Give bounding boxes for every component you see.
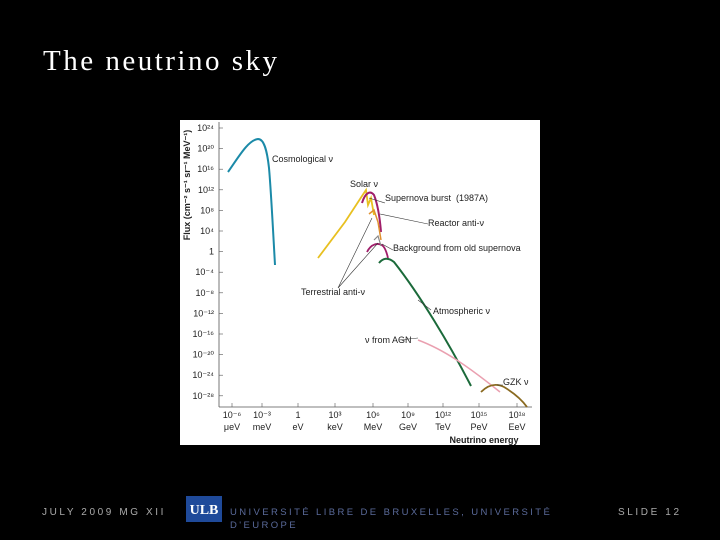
annotation: Supernova burst [385,193,452,203]
y-tick-label: 10²⁴ [197,123,214,133]
x-tick-unit: PeV [470,422,487,432]
x-tick-label: 10⁻⁶ [223,410,242,420]
x-tick-label: 10³ [328,410,341,420]
y-tick-label: 10¹² [198,185,214,195]
logo-box [186,496,222,522]
x-tick-label: 10¹⁵ [471,410,488,420]
slide-number: SLIDE 12 [618,507,682,518]
x-tick-label: 10¹⁸ [509,410,526,420]
annotation: Solar ν [350,179,379,189]
y-tick-label: 10⁸ [200,205,214,215]
y-tick-label: 10⁻¹⁶ [193,329,215,339]
y-tick-label: 10⁻⁴ [195,267,214,277]
y-tick-label: 10¹⁶ [197,164,214,174]
x-tick-label: 1 [295,410,300,420]
annotation: Cosmological ν [272,154,334,164]
x-tick-label: 10¹² [435,410,451,420]
x-tick-label: 10⁹ [401,410,415,420]
x-tick-unit: μeV [224,422,240,432]
atmospheric-curve [378,257,472,387]
x-tick-unit: eV [292,422,303,432]
supernova-curve [361,191,382,233]
annotation: GZK ν [503,377,529,387]
figure-background [180,120,540,445]
terrestrial-curve [373,234,382,247]
background-supernova-curve [366,243,389,259]
cosmological-curve [227,137,276,266]
footer-date: JULY 2009 MG XII [42,507,166,518]
x-tick-unit: EeV [508,422,525,432]
annotation: ν from AGN [365,335,412,345]
y-tick-label: 10⁻¹² [193,308,214,318]
solar-curve [317,187,375,259]
annotation: Reactor anti-ν [428,218,485,228]
y-axis-label: Flux (cm⁻² s⁻¹ sr⁻¹ MeV⁻¹) [182,130,192,241]
figure: Flux (cm⁻² s⁻¹ sr⁻¹ MeV⁻¹) Neutrino ener… [180,120,540,445]
institution-line: UNIVERSITÉ LIBRE DE BRUXELLES, UNIVERSIT… [230,507,552,518]
y-tick-label: 10²⁰ [197,144,214,154]
x-tick-unit: keV [327,422,343,432]
leader-lines [337,197,503,386]
slide-title: The neutrino sky [43,45,280,77]
y-tick-label: 1 [209,247,214,257]
institution-line: D'EUROPE [230,520,298,531]
x-tick-unit: meV [253,422,272,432]
x-tick-label: 10⁻³ [253,410,271,420]
y-tick-label: 10⁴ [200,226,214,236]
y-tick-label: 10⁻²⁰ [193,350,215,360]
x-tick-unit: MeV [364,422,383,432]
annotation: Atmospheric ν [433,306,491,316]
annotation: Background from old supernova [393,243,521,253]
y-tick-label: 10⁻⁸ [195,288,214,298]
x-tick-unit: TeV [435,422,451,432]
annotation: (1987A) [456,193,488,203]
gzk-curve [480,384,528,408]
reactor-curve [368,208,382,241]
x-tick-label: 10⁶ [366,410,380,420]
logo: ULB [190,503,219,518]
x-axis-label: Neutrino energy [449,435,518,445]
annotation: Terrestrial anti-ν [301,287,366,297]
x-tick-unit: GeV [399,422,417,432]
y-tick-label: 10⁻²⁴ [192,370,214,380]
y-tick-label: 10⁻²⁸ [192,391,214,401]
